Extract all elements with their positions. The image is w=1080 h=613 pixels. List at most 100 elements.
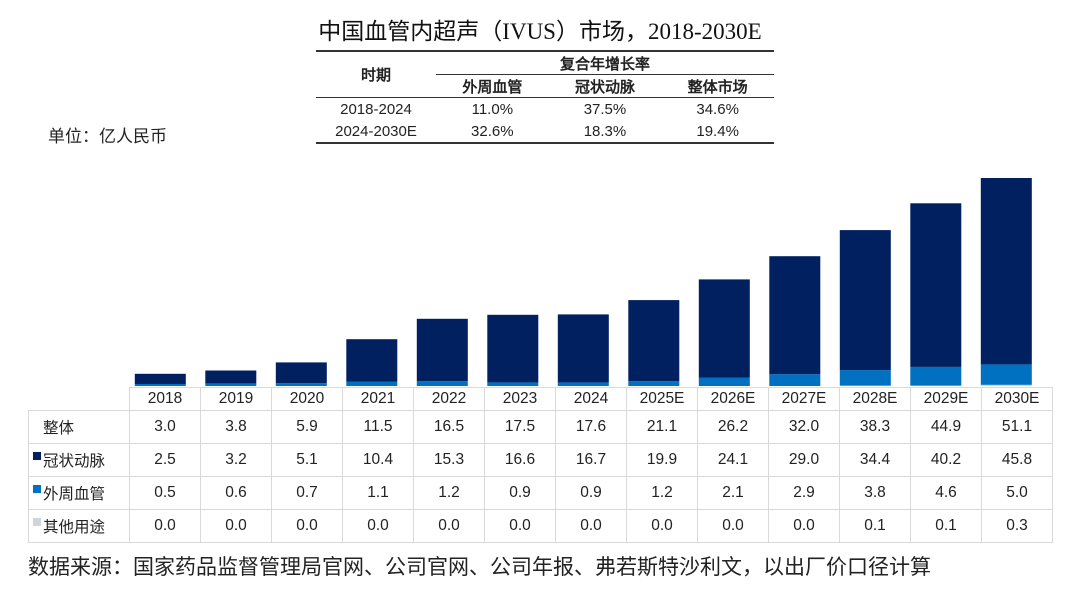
coronary-value: 2.5: [129, 443, 201, 477]
peripheral-value: 0.6: [200, 476, 272, 510]
unit-label: 单位：亿人民币: [48, 127, 167, 146]
other-value: 0.0: [697, 509, 769, 543]
total-value: 32.0: [768, 410, 840, 444]
peripheral-value: 1.2: [626, 476, 698, 510]
cagr-period-header: 时期: [316, 50, 436, 98]
year-header: 2030E: [981, 387, 1053, 411]
total-value: 51.1: [981, 410, 1053, 444]
peripheral-value: 3.8: [839, 476, 911, 510]
bar-segment-coronary: [416, 318, 468, 382]
other-value: 0.0: [271, 509, 343, 543]
bar-segment-peripheral: [416, 381, 468, 386]
coronary-value: 29.0: [768, 443, 840, 477]
cagr-value: 37.5%: [583, 100, 627, 118]
peripheral-value: 4.6: [910, 476, 982, 510]
year-header: 2027E: [768, 387, 840, 411]
other-value: 0.1: [839, 509, 911, 543]
year-header: 2023: [484, 387, 556, 411]
peripheral-value: 0.9: [484, 476, 556, 510]
bar-segment-peripheral: [910, 366, 962, 386]
year-header: 2025E: [626, 387, 698, 411]
other-value: 0.0: [484, 509, 556, 543]
other-value: 0.0: [342, 509, 414, 543]
cagr-value: 11.0%: [471, 100, 514, 118]
total-value: 17.5: [484, 410, 556, 444]
bar-segment-coronary: [628, 300, 680, 382]
bar-segment-peripheral: [628, 381, 680, 386]
bar-segment-coronary: [980, 178, 1032, 365]
bar-segment-coronary: [557, 314, 609, 383]
peripheral-value: 1.1: [342, 476, 414, 510]
row-label-text: 其他用途: [43, 519, 106, 536]
bar-segment-coronary: [698, 279, 750, 378]
row-label-text: 整体: [43, 420, 75, 437]
total-value: 38.3: [839, 410, 911, 444]
bar-segment-peripheral: [346, 381, 398, 386]
bar-segment-coronary: [275, 362, 327, 384]
cagr-value: 32.6%: [436, 120, 549, 144]
bar-segment-peripheral: [980, 364, 1032, 385]
total-value: 3.0: [129, 410, 201, 444]
year-header: 2021: [342, 387, 414, 411]
cagr-value: 34.6%: [696, 100, 739, 118]
coronary-value: 24.1: [697, 443, 769, 477]
total-value: 21.1: [626, 410, 698, 444]
bar-segment-peripheral: [698, 377, 750, 386]
chart-title: 中国血管内超声（IVUS）市场，2018-2030E: [318, 19, 762, 44]
cagr-col-header: 冠状动脉: [548, 74, 662, 98]
stacked-bar-chart: [134, 178, 1032, 386]
year-header: 2024: [555, 387, 627, 411]
peripheral-value: 2.9: [768, 476, 840, 510]
cagr-period: 2018-2024: [340, 100, 412, 118]
year-header: 2028E: [839, 387, 911, 411]
coronary-value: 16.7: [555, 443, 627, 477]
legend-swatch-coronary: [33, 452, 41, 460]
year-header: 2020: [271, 387, 343, 411]
data-table: 2018 2019 2020 2021 2022 2023 2024 2025E 2026E 20…: [28, 387, 1053, 543]
other-value: 0.0: [626, 509, 698, 543]
other-value: 0.0: [129, 509, 201, 543]
source-note: 数据来源：国家药品监督管理局官网、公司官网、公司年报、弗若斯特沙利文，以出厂价口…: [28, 555, 931, 579]
row-label-coronary: 冠状动脉: [28, 443, 130, 477]
row-label-peripheral: 外周血管: [28, 476, 130, 510]
bar-segment-peripheral: [275, 383, 327, 386]
bar-segment-peripheral: [205, 383, 257, 386]
cagr-group-header: 复合年增长率: [436, 50, 774, 75]
peripheral-value: 0.7: [271, 476, 343, 510]
year-header: 2019: [200, 387, 272, 411]
cagr-col-header: 外周血管: [436, 74, 549, 98]
peripheral-value: 5.0: [981, 476, 1053, 510]
cagr-value: 19.4%: [661, 120, 774, 144]
total-value: 17.6: [555, 410, 627, 444]
row-label-other: 其他用途: [28, 509, 130, 543]
coronary-value: 15.3: [413, 443, 485, 477]
legend-swatch-other: [33, 518, 41, 526]
year-header: 2018: [129, 387, 201, 411]
other-value: 0.0: [555, 509, 627, 543]
cagr-period: 2024-2030E: [316, 120, 436, 144]
total-value: 44.9: [910, 410, 982, 444]
bar-segment-coronary: [839, 230, 891, 371]
row-label-text: 外周血管: [43, 486, 106, 503]
coronary-value: 16.6: [484, 443, 556, 477]
cagr-table: 时期 复合年增长率 外周血管 冠状动脉 整体市场 2018-2024 11.0%…: [316, 50, 774, 144]
coronary-value: 40.2: [910, 443, 982, 477]
year-header: 2029E: [910, 387, 982, 411]
total-value: 3.8: [200, 410, 272, 444]
row-label-total: 整体: [28, 410, 130, 444]
peripheral-value: 0.5: [129, 476, 201, 510]
other-value: 0.0: [413, 509, 485, 543]
bar-segment-coronary: [346, 339, 398, 382]
table-corner: [29, 388, 130, 411]
peripheral-value: 2.1: [697, 476, 769, 510]
legend-swatch-peripheral: [33, 485, 41, 493]
year-header: 2026E: [697, 387, 769, 411]
total-value: 11.5: [342, 410, 414, 444]
total-value: 16.5: [413, 410, 485, 444]
other-value: 0.1: [910, 509, 982, 543]
coronary-value: 19.9: [626, 443, 698, 477]
other-value: 0.3: [981, 509, 1053, 543]
cagr-row: 2018-2024 11.0% 37.5% 34.6%: [316, 98, 774, 121]
year-header: 2022: [413, 387, 485, 411]
peripheral-value: 0.9: [555, 476, 627, 510]
